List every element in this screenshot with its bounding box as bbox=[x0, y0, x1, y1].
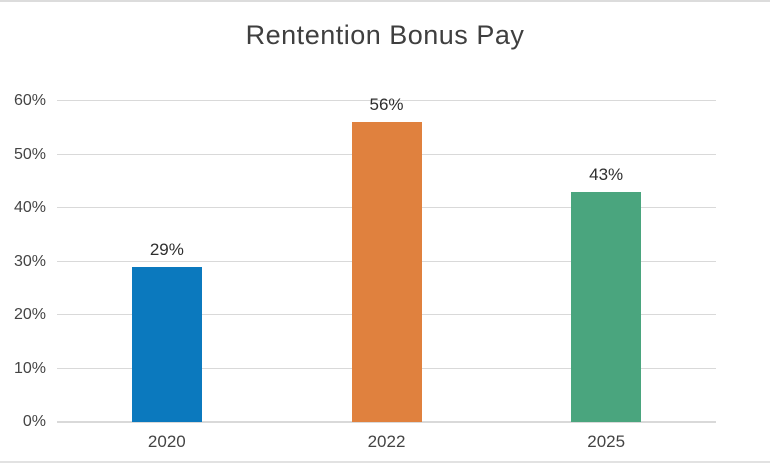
bar-2025 bbox=[571, 191, 642, 422]
y-tick-label: 0% bbox=[22, 413, 46, 430]
gridline-60% bbox=[57, 100, 716, 101]
bar-2020 bbox=[131, 266, 202, 422]
y-tick-label: 20% bbox=[13, 306, 46, 323]
bar-value-label: 56% bbox=[369, 95, 404, 115]
bar-value-label: 43% bbox=[589, 164, 624, 184]
x-tick-label-2020: 2020 bbox=[147, 432, 186, 451]
chart-title: Rentention Bonus Pay bbox=[245, 20, 525, 50]
plot-area bbox=[57, 100, 716, 423]
y-tick-label: 40% bbox=[13, 199, 46, 216]
x-tick-label-2022: 2022 bbox=[367, 432, 406, 451]
bar-value-label: 29% bbox=[149, 239, 184, 259]
y-tick-label: 50% bbox=[13, 145, 46, 163]
bar-2022 bbox=[351, 122, 422, 422]
x-tick-label-2025: 2025 bbox=[587, 432, 626, 451]
gridline-0% bbox=[57, 421, 716, 423]
y-tick-label: 60% bbox=[13, 92, 46, 109]
y-tick-label: 30% bbox=[13, 252, 46, 270]
y-tick-label: 10% bbox=[13, 359, 46, 377]
